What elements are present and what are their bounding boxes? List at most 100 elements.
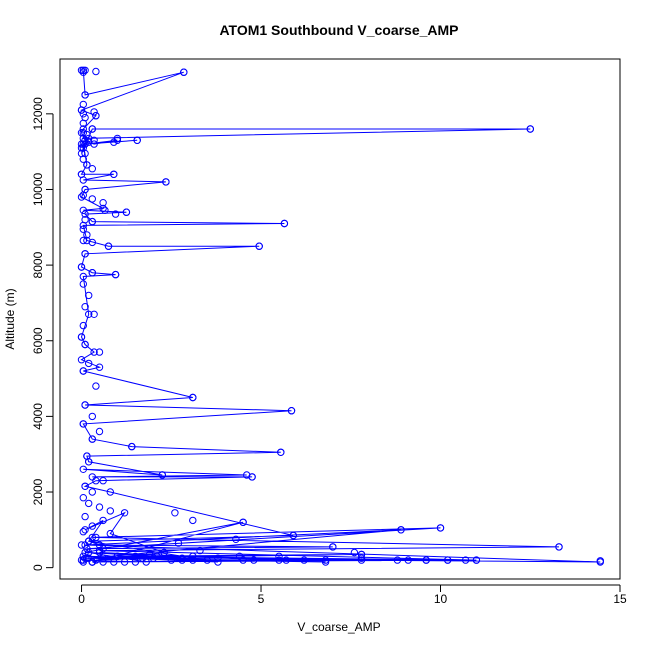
data-point [171, 509, 179, 517]
data-point [131, 552, 140, 560]
data-point [88, 412, 97, 421]
data-point [92, 67, 100, 76]
data-point [180, 68, 188, 76]
data-point [275, 556, 283, 564]
data-point [83, 545, 91, 553]
data-point [111, 270, 120, 279]
x-axis: 0 5 10 15 [78, 584, 627, 606]
data-point [106, 488, 115, 496]
data-point [79, 465, 88, 473]
y-tick-label: 12000 [31, 97, 45, 131]
data-point [232, 535, 240, 543]
data-point [92, 382, 100, 390]
data-point [81, 401, 89, 409]
data-point [104, 242, 113, 250]
data-point [79, 119, 88, 128]
data-point [79, 236, 88, 245]
data-point [189, 516, 197, 525]
data-point [99, 554, 107, 562]
series-line [80, 70, 601, 563]
data-point [85, 310, 93, 318]
data-point [153, 552, 161, 560]
data-point [214, 554, 222, 562]
data-point [95, 427, 104, 436]
data-point [81, 303, 89, 311]
data-point [88, 435, 97, 443]
data-point [88, 488, 97, 496]
y-axis-label: Altitude (m) [3, 288, 17, 349]
data-point [357, 554, 366, 562]
series-layer [80, 70, 601, 563]
data-point [113, 136, 122, 145]
data-point [79, 125, 88, 133]
data-point [167, 556, 176, 564]
data-point [79, 155, 88, 163]
data-point [397, 526, 405, 534]
data-point [436, 524, 445, 532]
data-point [158, 471, 167, 479]
data-point [88, 269, 97, 277]
y-tick-label: 8000 [31, 251, 45, 278]
data-point [90, 108, 98, 116]
data-point [81, 526, 89, 534]
data-point [131, 558, 140, 566]
data-point [287, 407, 296, 415]
data-point [289, 531, 297, 540]
data-point [174, 539, 183, 547]
data-point [81, 340, 89, 349]
x-tick-label: 0 [78, 592, 85, 606]
data-point [77, 333, 86, 341]
data-point [461, 556, 470, 564]
data-point [99, 477, 107, 485]
data-point [282, 556, 290, 564]
data-point [79, 110, 88, 118]
data-point [79, 552, 88, 560]
data-point [79, 420, 88, 428]
data-point [90, 348, 98, 356]
data-point [81, 216, 89, 224]
data-point [300, 556, 308, 564]
data-point [162, 178, 170, 186]
data-point [99, 558, 107, 566]
data-point [189, 552, 197, 560]
data-point [79, 191, 88, 199]
data-point [189, 556, 197, 564]
data-point [95, 503, 104, 511]
data-point [77, 66, 86, 75]
data-point [110, 558, 118, 566]
data-point [321, 556, 330, 564]
data-point [596, 557, 604, 565]
data-point [444, 556, 452, 564]
data-point [133, 136, 141, 145]
data-point [393, 556, 402, 564]
data-point [90, 136, 98, 145]
data-point [92, 533, 100, 542]
data-point [214, 558, 222, 566]
data-point [189, 393, 197, 402]
data-point [203, 556, 211, 564]
data-point [79, 321, 88, 330]
data-point [81, 250, 89, 258]
data-point [79, 494, 88, 502]
x-axis-label: V_coarse_AMP [297, 620, 380, 634]
data-point [83, 130, 91, 139]
y-axis: 0 2000 4000 6000 8000 10000 12000 [31, 97, 54, 571]
data-point [101, 206, 109, 215]
data-point [110, 170, 118, 179]
plot-area-frame [59, 58, 621, 580]
y-tick-label: 10000 [31, 172, 45, 206]
data-point [79, 272, 88, 281]
data-point [350, 548, 359, 557]
data-point [526, 125, 534, 133]
data-point [95, 546, 104, 555]
data-point [77, 193, 86, 201]
data-point [79, 68, 88, 76]
data-point [81, 91, 89, 99]
data-point [122, 208, 131, 216]
data-point [85, 537, 93, 545]
data-point [83, 161, 91, 169]
data-point [85, 359, 93, 368]
data-point [404, 556, 412, 564]
data-point [329, 543, 337, 551]
